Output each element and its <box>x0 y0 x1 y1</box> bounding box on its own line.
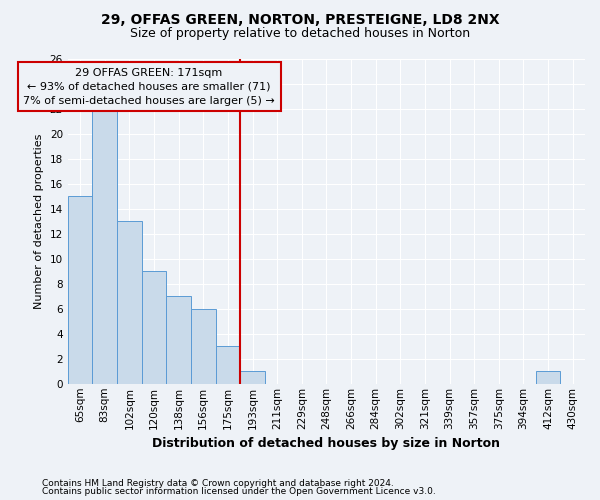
Bar <box>240 372 265 384</box>
Text: 29, OFFAS GREEN, NORTON, PRESTEIGNE, LD8 2NX: 29, OFFAS GREEN, NORTON, PRESTEIGNE, LD8… <box>101 12 499 26</box>
Bar <box>68 196 92 384</box>
Bar <box>536 372 560 384</box>
Bar <box>117 222 142 384</box>
Bar <box>166 296 191 384</box>
Bar <box>142 272 166 384</box>
Text: Contains public sector information licensed under the Open Government Licence v3: Contains public sector information licen… <box>42 487 436 496</box>
Text: 29 OFFAS GREEN: 171sqm
← 93% of detached houses are smaller (71)
7% of semi-deta: 29 OFFAS GREEN: 171sqm ← 93% of detached… <box>23 68 275 106</box>
Bar <box>92 109 117 384</box>
Bar <box>191 309 215 384</box>
X-axis label: Distribution of detached houses by size in Norton: Distribution of detached houses by size … <box>152 437 500 450</box>
Y-axis label: Number of detached properties: Number of detached properties <box>34 134 44 309</box>
Text: Size of property relative to detached houses in Norton: Size of property relative to detached ho… <box>130 28 470 40</box>
Bar <box>215 346 240 384</box>
Text: Contains HM Land Registry data © Crown copyright and database right 2024.: Contains HM Land Registry data © Crown c… <box>42 478 394 488</box>
